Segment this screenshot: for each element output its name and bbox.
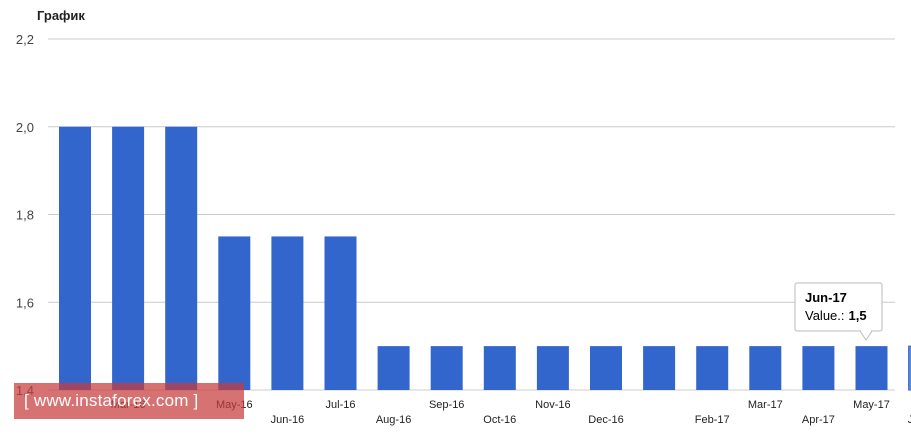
- x-tick-label: Apr-17: [802, 414, 835, 426]
- x-tick-label: Jul-16: [326, 399, 356, 411]
- bar-feb-17[interactable]: [696, 346, 729, 390]
- y-tick-label: 1,8: [16, 208, 34, 223]
- bar-apr-17[interactable]: [802, 346, 835, 390]
- x-tick-label: Jun-17: [908, 414, 911, 426]
- bar-jan-17[interactable]: [643, 346, 676, 390]
- bar-mar-17[interactable]: [749, 346, 782, 390]
- tooltip-value: 1,5: [849, 308, 867, 323]
- x-tick-label: Jun-16: [271, 414, 305, 426]
- x-tick-label: Aug-16: [376, 414, 411, 426]
- bar-apr-16[interactable]: [165, 126, 198, 390]
- x-tick-label: Mar-17: [748, 399, 783, 411]
- x-tick-label: Nov-16: [535, 399, 570, 411]
- x-tick-label: Feb-17: [695, 414, 730, 426]
- x-tick-label: May-17: [853, 399, 890, 411]
- bars: [59, 126, 911, 391]
- y-tick-label: 2,0: [16, 120, 34, 135]
- bar-mar-16[interactable]: [112, 126, 145, 390]
- bar-may-17[interactable]: [855, 346, 888, 390]
- y-axis-ticks: 1,41,61,82,02,2: [16, 32, 34, 398]
- y-tick-label: 2,2: [16, 32, 34, 47]
- tooltip-title: Jun-17: [805, 290, 847, 305]
- bar-jun-16[interactable]: [271, 236, 304, 390]
- x-tick-label: Oct-16: [483, 414, 516, 426]
- chart-title: График: [37, 8, 85, 23]
- bar-dec-16[interactable]: [590, 346, 622, 390]
- bar-feb-16[interactable]: [59, 126, 91, 390]
- bar-aug-16[interactable]: [377, 346, 410, 390]
- bar-may-16[interactable]: [218, 236, 251, 390]
- x-tick-label: Sep-16: [429, 399, 464, 411]
- tooltip-label: Value.:: [805, 308, 845, 323]
- bar-jun-17[interactable]: [908, 345, 911, 391]
- bar-sep-16[interactable]: [430, 346, 463, 390]
- x-tick-label: Dec-16: [588, 414, 623, 426]
- y-tick-label: 1,6: [16, 295, 34, 310]
- tooltip-line: Value.: 1,5: [805, 308, 867, 323]
- x-axis-ticks: Mar-16May-16Jun-16Jul-16Aug-16Sep-16Oct-…: [111, 399, 911, 426]
- bar-jul-16[interactable]: [324, 236, 357, 390]
- bar-oct-16[interactable]: [483, 346, 516, 390]
- bar-nov-16[interactable]: [536, 346, 569, 390]
- tooltip: Jun-17 Value.: 1,5: [794, 282, 883, 341]
- watermark-logo: [ www.instaforex.com ]: [14, 383, 244, 419]
